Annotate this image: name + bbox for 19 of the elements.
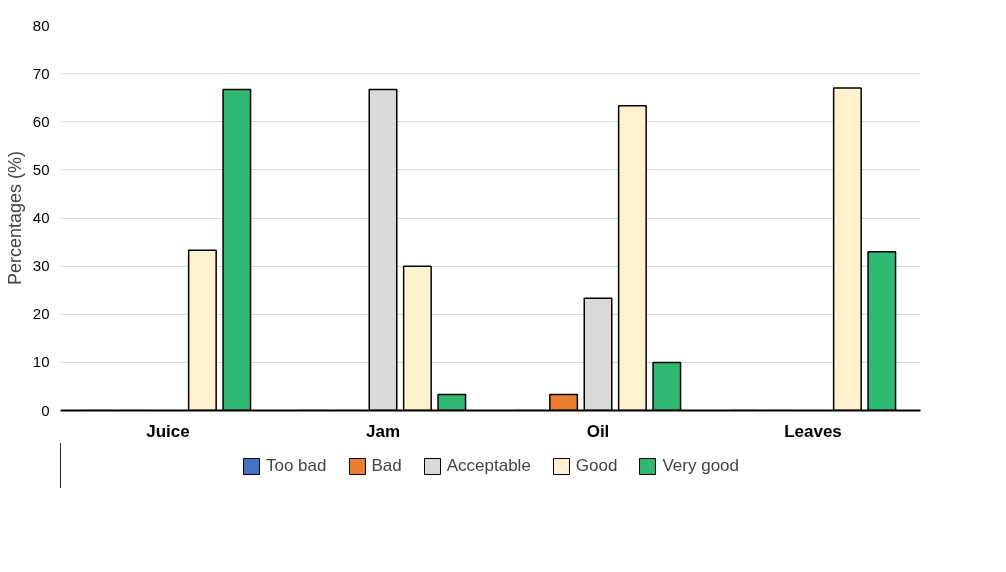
y-tick-label: 70 (32, 64, 50, 82)
y-tick-label: 40 (32, 209, 50, 226)
legend-label: Very good (662, 455, 740, 476)
x-tick-label: Juice (146, 421, 190, 441)
y-tick-label: 0 (41, 401, 50, 419)
y-tick-label: 60 (32, 112, 50, 130)
y-tick-label: 20 (32, 305, 50, 323)
x-tick-label: Jam (365, 421, 401, 441)
legend-label: Too bad (265, 455, 327, 476)
legend-label: Bad (371, 455, 402, 476)
legend-label: Good (575, 455, 618, 476)
y-tick-label: 10 (32, 353, 50, 371)
y-tick-label: 50 (32, 160, 50, 178)
x-tick-label: Oil (586, 421, 610, 441)
y-tick-label: 30 (32, 257, 50, 275)
y-tick-label: 80 (32, 16, 50, 34)
x-tick-label: Leaves (784, 421, 842, 441)
y-axis-title: Percentages (%) (4, 150, 25, 286)
legend-label: Acceptable (446, 455, 531, 476)
